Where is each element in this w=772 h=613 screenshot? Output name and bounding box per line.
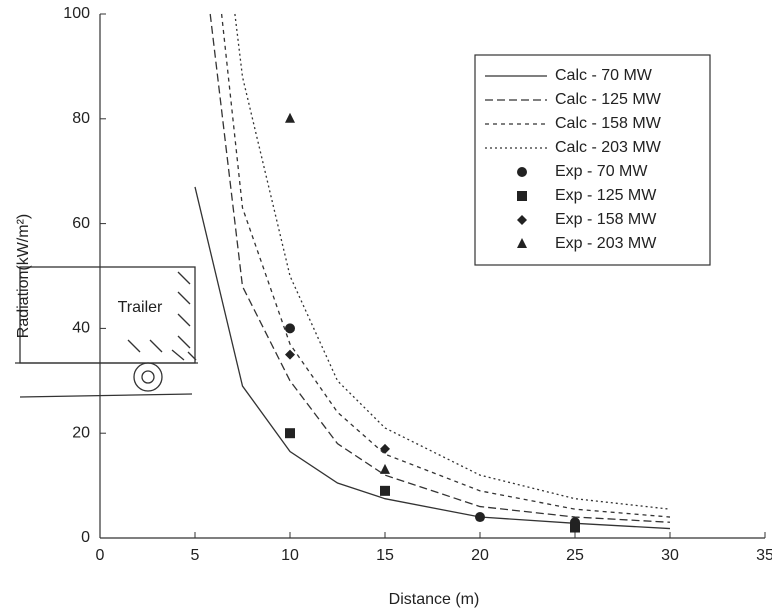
y-tick-label: 60 — [72, 215, 90, 232]
legend-box — [474, 54, 711, 266]
marker — [380, 443, 390, 454]
x-tick-label: 25 — [566, 547, 584, 564]
x-tick-label: 30 — [661, 547, 679, 564]
data-line — [234, 13, 671, 510]
legend-label: Calc - 158 MW — [555, 115, 662, 132]
y-tick-label: 80 — [72, 110, 90, 127]
marker — [380, 485, 390, 496]
legend-label: Calc - 203 MW — [555, 139, 662, 156]
data-line — [209, 13, 671, 523]
marker — [475, 512, 485, 523]
x-tick-label: 20 — [471, 547, 489, 564]
y-tick-label: 100 — [63, 5, 90, 22]
marker — [285, 112, 295, 123]
marker — [517, 191, 527, 201]
marker — [517, 238, 527, 248]
y-tick-label: 0 — [81, 529, 90, 546]
marker — [285, 323, 295, 334]
x-tick-label: 35 — [756, 547, 772, 564]
marker — [570, 521, 580, 532]
y-tick-label: 20 — [72, 424, 90, 441]
annotation: Trailer — [118, 299, 163, 316]
legend-label: Calc - 125 MW — [555, 91, 662, 108]
legend-label: Calc - 70 MW — [555, 67, 653, 84]
data-line — [220, 13, 671, 518]
legend-label: Exp - 125 MW — [555, 187, 657, 204]
legend-label: Exp - 203 MW — [555, 235, 657, 252]
legend-label: Exp - 158 MW — [555, 211, 657, 228]
x-tick-label: 15 — [376, 547, 394, 564]
legend-label: Exp - 70 MW — [555, 163, 648, 180]
marker — [517, 167, 527, 177]
marker — [285, 349, 295, 360]
x-axis-label: Distance (m) — [389, 591, 480, 608]
data-line — [194, 186, 671, 530]
x-tick-label: 10 — [281, 547, 299, 564]
marker — [380, 463, 390, 474]
marker — [517, 215, 527, 225]
y-axis-label: Radiation(kW/m²) — [15, 214, 32, 338]
trailer-drawing — [15, 266, 198, 398]
x-tick-label: 5 — [191, 547, 200, 564]
y-tick-label: 40 — [72, 320, 90, 337]
marker — [285, 428, 295, 439]
x-tick-label: 0 — [96, 547, 105, 564]
